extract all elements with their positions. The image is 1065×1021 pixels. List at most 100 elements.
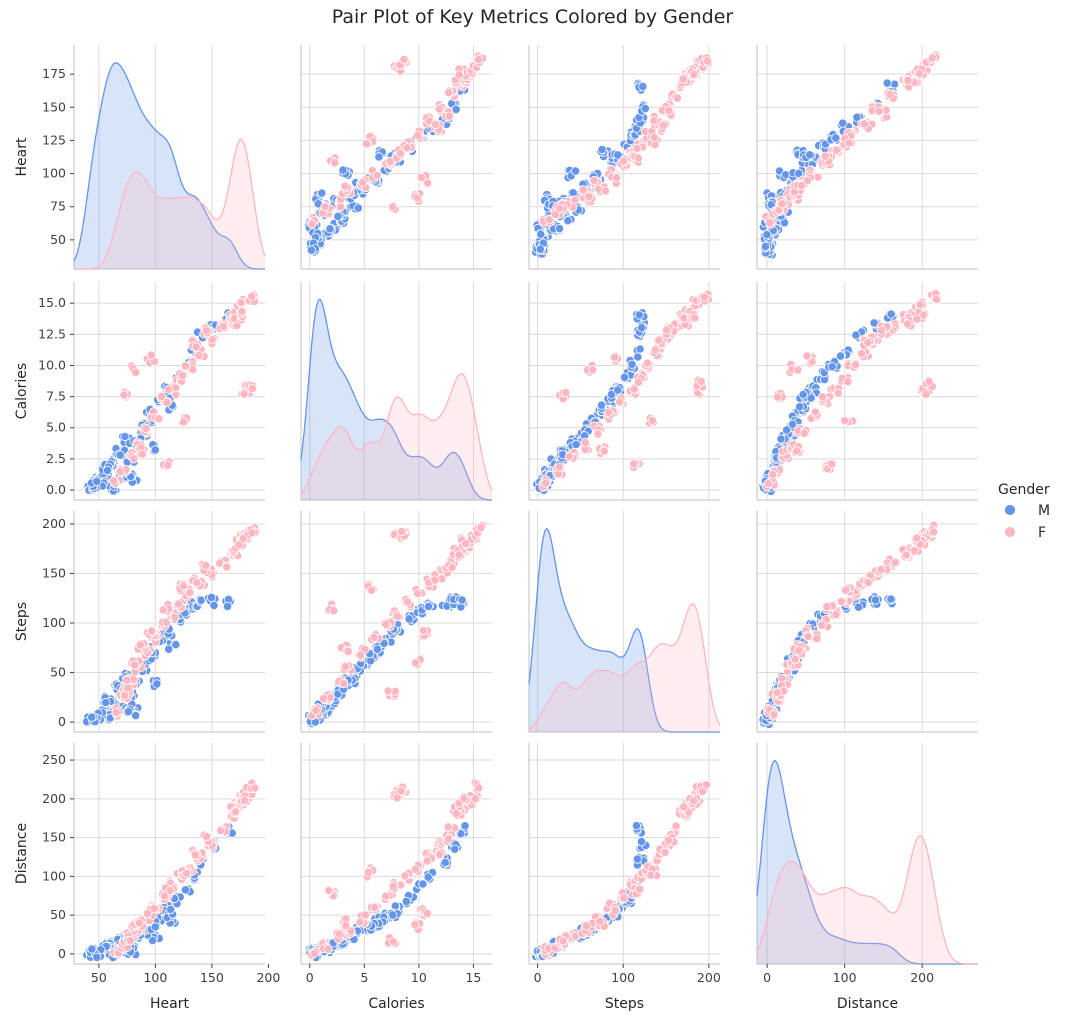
- scatter-point-f: [239, 389, 249, 399]
- scatter-point-f: [777, 199, 787, 209]
- scatter-point-f: [633, 153, 643, 163]
- scatter-point-f: [649, 133, 659, 143]
- scatter-point-f: [361, 139, 372, 149]
- scatter-point-f: [474, 783, 484, 793]
- scatter-point-f: [395, 149, 406, 159]
- scatter-point-m: [760, 242, 771, 252]
- scatter-point-f: [443, 88, 454, 98]
- scatter-point-f: [119, 390, 129, 400]
- scatter-point-f: [619, 893, 629, 903]
- scatter-point-f: [473, 54, 484, 65]
- scatter-point-f: [218, 322, 228, 332]
- scatter-point-f: [634, 884, 645, 894]
- y-axis-label-calories: Calories: [14, 363, 30, 419]
- scatter-point-m: [776, 434, 786, 444]
- scatter-point-f: [810, 407, 821, 417]
- scatter-point-m: [636, 836, 647, 847]
- scatter-point-f: [863, 578, 873, 588]
- scatter-point-m: [92, 476, 102, 486]
- legend-title: Gender: [998, 482, 1050, 498]
- scatter-point-m: [633, 352, 643, 362]
- scatter-point-f: [355, 917, 365, 927]
- scatter-point-f: [330, 158, 340, 168]
- scatter-point-f: [901, 550, 911, 560]
- y-tick-label: 0.0: [46, 482, 66, 497]
- scatter-point-f: [318, 693, 329, 704]
- scatter-point-m: [627, 359, 637, 369]
- scatter-point-f: [381, 619, 391, 629]
- scatter-point-f: [339, 678, 349, 689]
- kde-fill-m: [74, 62, 265, 270]
- scatter-point-m: [152, 679, 162, 689]
- scatter-point-m: [563, 216, 573, 226]
- y-axis-label-heart: Heart: [14, 137, 30, 176]
- x-axis-label-steps: Steps: [605, 996, 644, 1012]
- panel-distance-vs-steps: 0 100 200: [528, 743, 721, 985]
- y-tick-label: 200: [42, 791, 66, 806]
- x-axis-label-distance: Distance: [837, 996, 898, 1012]
- scatter-point-f: [618, 156, 628, 166]
- scatter-point-m: [338, 165, 348, 175]
- scatter-point-f: [123, 683, 133, 693]
- x-tick-label: 200: [256, 970, 280, 985]
- scatter-point-f: [131, 367, 141, 377]
- scatter-point-f: [561, 387, 571, 398]
- scatter-point-m: [853, 602, 864, 612]
- scatter-point-f: [400, 871, 410, 881]
- scatter-point-m: [92, 952, 102, 962]
- y-tick-label: 100: [42, 166, 66, 181]
- scatter-point-f: [247, 528, 257, 538]
- scatter-point-f: [609, 352, 620, 362]
- scatter-point-f: [772, 687, 782, 698]
- scatter-point-f: [820, 151, 830, 161]
- scatter-point-f: [388, 881, 398, 892]
- scatter-point-f: [701, 780, 712, 790]
- scatter-point-f: [702, 56, 713, 66]
- scatter-point-f: [115, 466, 125, 476]
- scatter-point-m: [123, 706, 133, 717]
- scatter-point-f: [840, 585, 851, 595]
- scatter-point-f: [447, 562, 457, 573]
- scatter-point-f: [179, 417, 189, 427]
- y-tick-label: 0: [58, 714, 66, 729]
- scatter-point-f: [664, 106, 674, 116]
- scatter-point-f: [863, 337, 873, 348]
- scatter-point-m: [597, 144, 607, 155]
- panel-heart-vs-calories: [300, 45, 492, 270]
- y-tick-label: 7.5: [46, 389, 66, 404]
- scatter-point-f: [772, 392, 783, 402]
- scatter-point-f: [794, 645, 804, 656]
- scatter-point-m: [457, 595, 467, 605]
- scatter-point-m: [838, 118, 848, 128]
- scatter-point-f: [851, 360, 861, 370]
- scatter-point-m: [401, 896, 411, 907]
- scatter-point-m: [634, 310, 644, 320]
- scatter-point-f: [410, 864, 420, 874]
- scatter-point-m: [870, 595, 881, 605]
- scatter-point-f: [827, 459, 837, 469]
- scatter-point-f: [387, 202, 398, 212]
- scatter-point-f: [903, 75, 913, 86]
- scatter-point-f: [191, 342, 201, 352]
- scatter-point-f: [840, 415, 850, 426]
- scatter-point-m: [150, 445, 160, 455]
- scatter-point-m: [209, 600, 219, 611]
- scatter-point-f: [476, 522, 486, 533]
- figure-title: Pair Plot of Key Metrics Colored by Gend…: [331, 6, 734, 28]
- scatter-point-f: [181, 868, 192, 879]
- legend-label-m: M: [1038, 503, 1050, 519]
- scatter-point-f: [769, 710, 779, 720]
- scatter-point-m: [325, 224, 335, 234]
- scatter-point-f: [581, 921, 592, 931]
- scatter-point-f: [802, 351, 812, 361]
- y-tick-label: 150: [42, 565, 66, 580]
- panel-calories-vs-calories: [300, 282, 493, 501]
- scatter-point-m: [423, 872, 433, 882]
- scatter-point-f: [584, 192, 594, 202]
- scatter-point-f: [646, 870, 656, 880]
- scatter-point-f: [587, 365, 598, 375]
- scatter-point-f: [768, 469, 778, 480]
- scatter-point-f: [836, 596, 846, 607]
- y-tick-label: 200: [42, 516, 66, 531]
